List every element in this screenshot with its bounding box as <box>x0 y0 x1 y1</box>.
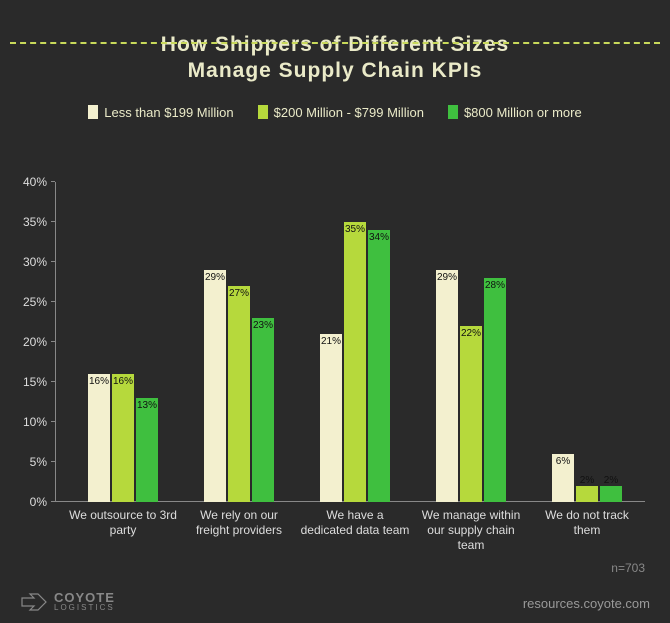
legend-swatch <box>448 105 458 119</box>
logo-text-main: COYOTE <box>54 592 115 604</box>
bar-chart: 0%5%10%15%20%25%30%35%40% 16%16%13%We ou… <box>55 182 645 502</box>
legend-item: $200 Million - $799 Million <box>258 105 424 120</box>
y-tick-label: 35% <box>23 215 55 229</box>
legend-swatch <box>258 105 268 119</box>
y-tick-label: 30% <box>23 255 55 269</box>
legend-label: Less than $199 Million <box>104 105 233 120</box>
bar-value-label: 34% <box>369 232 389 243</box>
legend-item: $800 Million or more <box>448 105 582 120</box>
source-url: resources.coyote.com <box>523 596 650 611</box>
bar: 13% <box>136 398 158 502</box>
legend: Less than $199 Million $200 Million - $79… <box>0 105 670 120</box>
bar-groups: 16%16%13%We outsource to 3rd party29%27%… <box>65 182 645 502</box>
category-label: We do not track them <box>529 502 645 538</box>
legend-item: Less than $199 Million <box>88 105 233 120</box>
top-dashed-rule <box>10 42 660 44</box>
y-tick-label: 25% <box>23 295 55 309</box>
legend-label: $200 Million - $799 Million <box>274 105 424 120</box>
bar: 2% <box>600 486 622 502</box>
bar-value-label: 16% <box>113 376 133 387</box>
bar-value-label: 35% <box>345 224 365 235</box>
chart-title: How Shippers of Different Sizes Manage S… <box>0 32 670 85</box>
bar: 16% <box>112 374 134 502</box>
bar: 34% <box>368 230 390 502</box>
bar-value-label: 16% <box>89 376 109 387</box>
bar-group: 6%2%2%We do not track them <box>529 182 645 502</box>
y-tick-label: 10% <box>23 415 55 429</box>
category-label: We manage within our supply chain team <box>413 502 529 553</box>
bar-value-label: 2% <box>604 475 618 486</box>
bar-value-label: 6% <box>556 456 570 467</box>
bar: 16% <box>88 374 110 502</box>
bar: 27% <box>228 286 250 502</box>
bar: 21% <box>320 334 342 502</box>
y-tick-label: 40% <box>23 175 55 189</box>
bar-value-label: 28% <box>485 280 505 291</box>
y-tick-label: 20% <box>23 335 55 349</box>
footer: COYOTE LOGISTICS resources.coyote.com <box>20 592 650 611</box>
bar-value-label: 21% <box>321 336 341 347</box>
bar: 28% <box>484 278 506 502</box>
bar: 29% <box>436 270 458 502</box>
bar-group: 16%16%13%We outsource to 3rd party <box>65 182 181 502</box>
bar-value-label: 23% <box>253 320 273 331</box>
bar: 22% <box>460 326 482 502</box>
category-label: We have a dedicated data team <box>297 502 413 538</box>
legend-label: $800 Million or more <box>464 105 582 120</box>
category-label: We outsource to 3rd party <box>65 502 181 538</box>
plot-area: 0%5%10%15%20%25%30%35%40% 16%16%13%We ou… <box>55 182 645 502</box>
bar-value-label: 29% <box>437 272 457 283</box>
title-line-1: How Shippers of Different Sizes <box>161 33 509 56</box>
y-axis <box>55 182 56 502</box>
legend-swatch <box>88 105 98 119</box>
bar-group: 21%35%34%We have a dedicated data team <box>297 182 413 502</box>
bar-value-label: 22% <box>461 328 481 339</box>
bar-group: 29%27%23%We rely on our freight provider… <box>181 182 297 502</box>
bar: 35% <box>344 222 366 502</box>
logo-arrow-icon <box>20 593 48 611</box>
bar-value-label: 2% <box>580 475 594 486</box>
logo-text-sub: LOGISTICS <box>54 604 115 611</box>
title-line-2: Manage Supply Chain KPIs <box>188 59 483 82</box>
y-tick-label: 15% <box>23 375 55 389</box>
bar-group: 29%22%28%We manage within our supply cha… <box>413 182 529 502</box>
category-label: We rely on our freight providers <box>181 502 297 538</box>
bar-value-label: 29% <box>205 272 225 283</box>
y-tick-label: 0% <box>30 495 55 509</box>
bar-value-label: 27% <box>229 288 249 299</box>
y-tick-label: 5% <box>30 455 55 469</box>
sample-size-note: n=703 <box>611 561 645 575</box>
bar: 29% <box>204 270 226 502</box>
coyote-logo: COYOTE LOGISTICS <box>20 592 115 611</box>
bar-value-label: 13% <box>137 400 157 411</box>
bar: 23% <box>252 318 274 502</box>
bar: 6% <box>552 454 574 502</box>
bar: 2% <box>576 486 598 502</box>
